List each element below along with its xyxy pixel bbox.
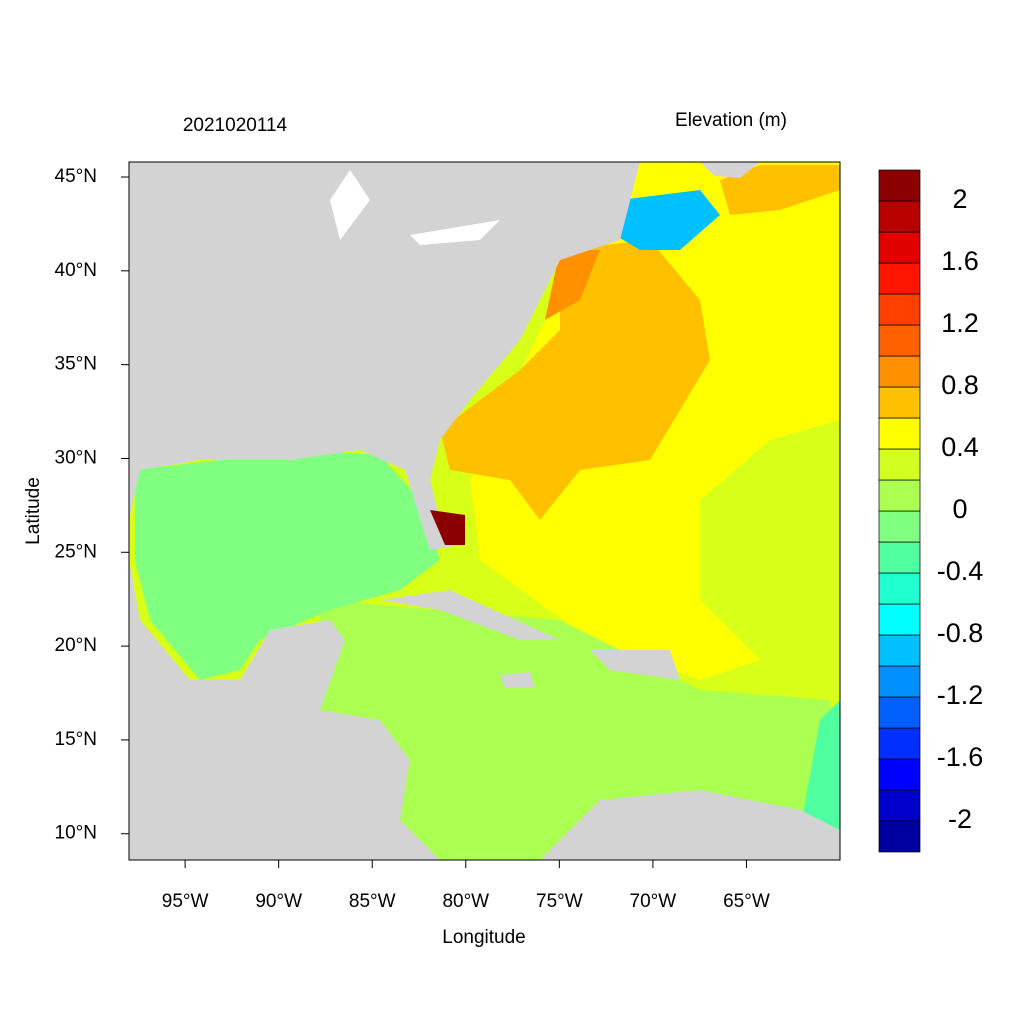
colorbar-label: 2 — [952, 184, 967, 214]
ocean-region — [615, 190, 720, 250]
colorbar-box — [878, 634, 921, 667]
x-tick-label: 90°W — [255, 891, 302, 912]
colorbar-box — [878, 262, 921, 295]
colorbar-box — [878, 169, 921, 202]
y-tick-label: 40°N — [55, 260, 97, 281]
colorbar-box — [878, 541, 921, 574]
colorbar-box — [878, 603, 921, 636]
colorbar-box — [878, 355, 921, 388]
x-tick-label: 80°W — [442, 891, 489, 912]
land — [700, 162, 760, 178]
colorbar-label: -1.2 — [937, 680, 984, 710]
colorbar-box — [878, 231, 921, 264]
colorbar-box — [878, 727, 921, 760]
colorbar-label: -0.4 — [937, 556, 984, 586]
land — [500, 672, 535, 688]
colorbar-box — [878, 820, 921, 853]
y-tick-label: 25°N — [55, 541, 97, 562]
land — [129, 162, 640, 550]
colorbar-box — [878, 200, 921, 233]
y-tick-label: 20°N — [55, 635, 97, 656]
land — [540, 790, 840, 860]
ocean-region — [440, 240, 710, 520]
x-tick-label: 65°W — [723, 891, 770, 912]
land — [380, 590, 560, 640]
colorbar-box — [878, 386, 921, 419]
colorbar-box — [878, 510, 921, 543]
ocean-region — [545, 250, 600, 320]
ocean-region — [720, 165, 840, 215]
y-tick-label: 45°N — [55, 166, 97, 187]
y-axis-label: Latitude — [23, 477, 44, 545]
y-tick-label: 30°N — [55, 447, 97, 468]
colorbar-label: 0 — [952, 494, 967, 524]
colorbar-box — [878, 696, 921, 729]
colorbar-label: -2 — [948, 804, 972, 834]
ocean-region — [800, 700, 840, 840]
x-tick-label: 85°W — [349, 891, 396, 912]
colorbar-box — [878, 758, 921, 791]
colorbar-label: -0.8 — [937, 618, 984, 648]
map-variable: Elevation (m) — [675, 110, 787, 131]
colorbar-box — [878, 324, 921, 357]
map-date: 2021020114 — [183, 115, 288, 136]
colorbar-box — [878, 789, 921, 822]
land — [129, 560, 440, 860]
x-tick-label: 95°W — [162, 891, 209, 912]
colorbar-label: 1.6 — [941, 246, 979, 276]
y-tick-label: 10°N — [55, 823, 97, 844]
lake — [410, 200, 520, 245]
map-area — [129, 162, 840, 860]
colorbar-box — [878, 417, 921, 450]
colorbar-box — [878, 572, 921, 605]
colorbar-label: 0.8 — [941, 370, 979, 400]
land — [590, 650, 680, 680]
y-tick-label: 15°N — [55, 729, 97, 750]
colorbar-label: 0.4 — [941, 432, 979, 462]
surge-patch — [430, 510, 465, 545]
y-tick-label: 35°N — [55, 354, 97, 375]
colorbar-label: -1.6 — [937, 742, 984, 772]
ocean-region — [135, 450, 440, 680]
colorbar-box — [878, 448, 921, 481]
map-frame — [128, 161, 841, 861]
colorbar-box — [878, 479, 921, 512]
x-tick-label: 70°W — [630, 891, 677, 912]
colorbar-box — [878, 665, 921, 698]
lake — [330, 170, 370, 240]
colorbar-label: 1.2 — [941, 308, 979, 338]
x-axis-label: Longitude — [442, 927, 525, 948]
x-tick-label: 75°W — [536, 891, 583, 912]
colorbar-box — [878, 293, 921, 326]
